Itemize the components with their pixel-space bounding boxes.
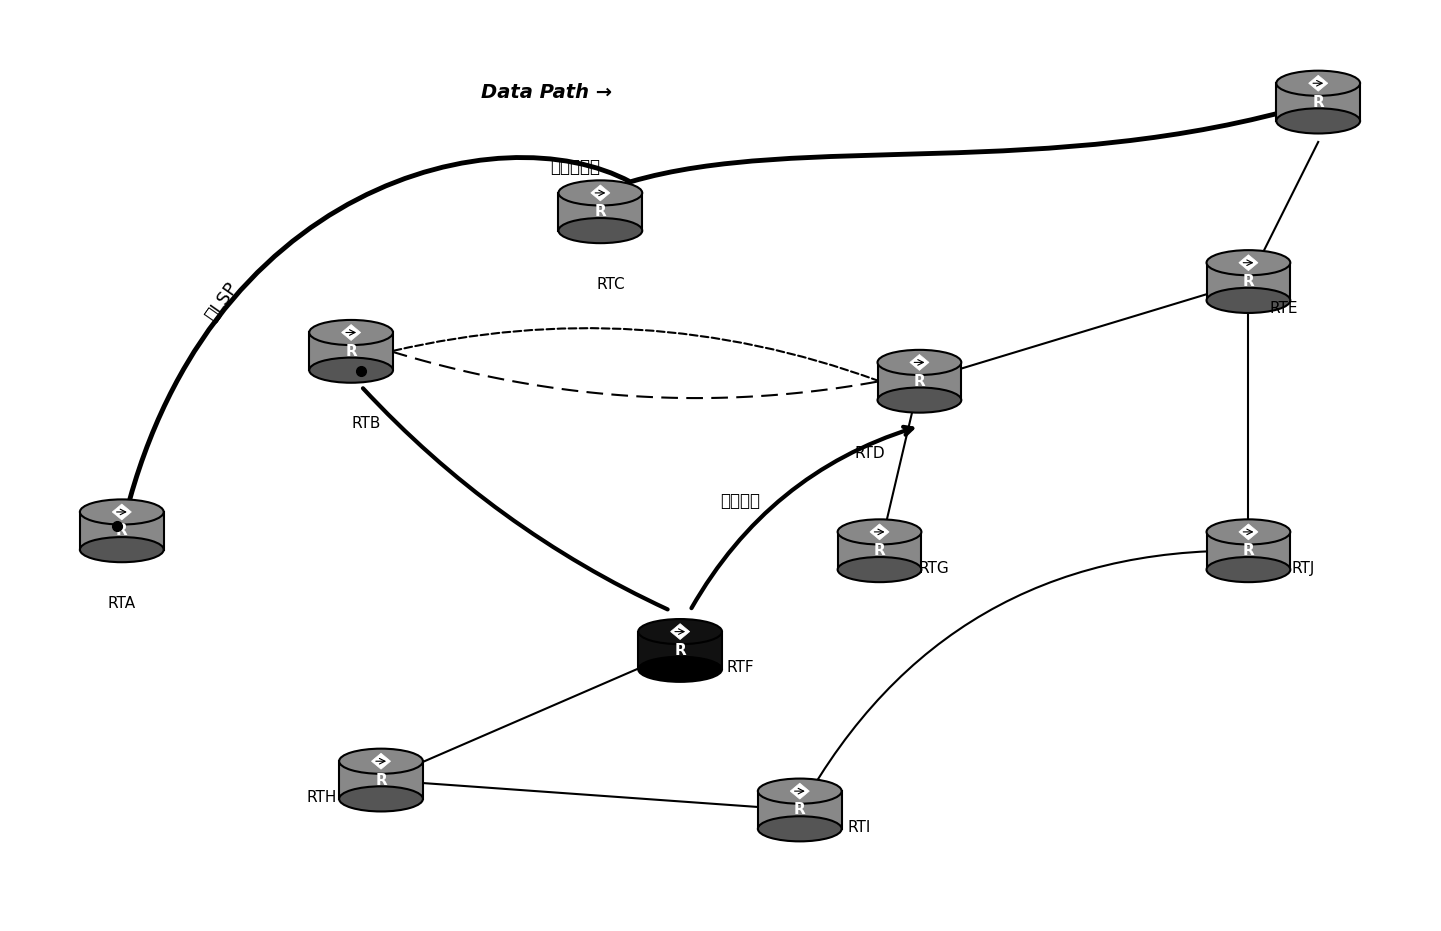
Text: 主LSP: 主LSP — [202, 278, 241, 324]
Ellipse shape — [559, 181, 643, 206]
Ellipse shape — [79, 499, 164, 524]
Text: R: R — [914, 373, 925, 389]
Text: RTE: RTE — [1270, 302, 1297, 317]
Ellipse shape — [837, 519, 921, 545]
Ellipse shape — [758, 816, 842, 842]
Polygon shape — [112, 504, 131, 519]
FancyArrowPatch shape — [122, 101, 1313, 531]
Ellipse shape — [878, 387, 961, 412]
Ellipse shape — [310, 358, 393, 383]
Ellipse shape — [559, 218, 643, 243]
Text: R: R — [375, 773, 386, 788]
Polygon shape — [1206, 532, 1290, 570]
Polygon shape — [1239, 255, 1258, 271]
Text: RTA: RTA — [108, 596, 135, 611]
Ellipse shape — [79, 537, 164, 562]
Ellipse shape — [638, 619, 722, 644]
Polygon shape — [1239, 524, 1258, 540]
Polygon shape — [372, 753, 391, 769]
Text: RTG: RTG — [919, 560, 950, 575]
Text: RTJ: RTJ — [1291, 560, 1316, 575]
Text: R: R — [115, 523, 128, 538]
Ellipse shape — [339, 749, 422, 774]
Polygon shape — [638, 631, 722, 669]
Text: R: R — [1242, 544, 1254, 559]
Text: R: R — [346, 344, 357, 358]
Ellipse shape — [1206, 519, 1290, 545]
Text: 备份路径: 备份路径 — [720, 492, 759, 510]
Text: R: R — [595, 204, 607, 220]
Ellipse shape — [1277, 71, 1360, 96]
Ellipse shape — [1206, 250, 1290, 276]
Polygon shape — [339, 762, 422, 799]
Text: R: R — [1242, 274, 1254, 289]
Polygon shape — [310, 332, 393, 371]
Polygon shape — [1308, 75, 1327, 91]
Text: RTF: RTF — [726, 660, 754, 675]
Ellipse shape — [638, 656, 722, 681]
Ellipse shape — [339, 787, 422, 812]
Ellipse shape — [837, 557, 921, 582]
Text: R: R — [674, 643, 686, 658]
Ellipse shape — [1206, 288, 1290, 313]
Ellipse shape — [1277, 108, 1360, 133]
Polygon shape — [790, 783, 810, 799]
Polygon shape — [559, 193, 643, 231]
Ellipse shape — [878, 350, 961, 375]
Polygon shape — [870, 524, 889, 540]
Polygon shape — [909, 355, 929, 371]
Polygon shape — [79, 512, 164, 549]
Text: R: R — [794, 803, 806, 817]
Ellipse shape — [310, 320, 393, 345]
Text: 被保护节点: 被保护节点 — [550, 158, 601, 176]
Text: RTB: RTB — [352, 416, 380, 431]
Text: R: R — [873, 544, 885, 559]
Polygon shape — [591, 185, 610, 201]
Polygon shape — [1206, 263, 1290, 301]
Polygon shape — [758, 791, 842, 829]
Text: RTI: RTI — [847, 820, 872, 835]
Text: R: R — [1313, 95, 1324, 110]
Polygon shape — [878, 362, 961, 400]
Ellipse shape — [758, 778, 842, 803]
Polygon shape — [837, 532, 921, 570]
Ellipse shape — [1206, 557, 1290, 582]
Polygon shape — [342, 325, 360, 341]
Polygon shape — [1277, 83, 1360, 121]
Text: RTC: RTC — [597, 277, 624, 291]
Text: RTD: RTD — [855, 446, 885, 461]
Polygon shape — [670, 624, 690, 640]
Text: RTH: RTH — [305, 790, 336, 805]
Text: Data Path →: Data Path → — [481, 83, 612, 101]
